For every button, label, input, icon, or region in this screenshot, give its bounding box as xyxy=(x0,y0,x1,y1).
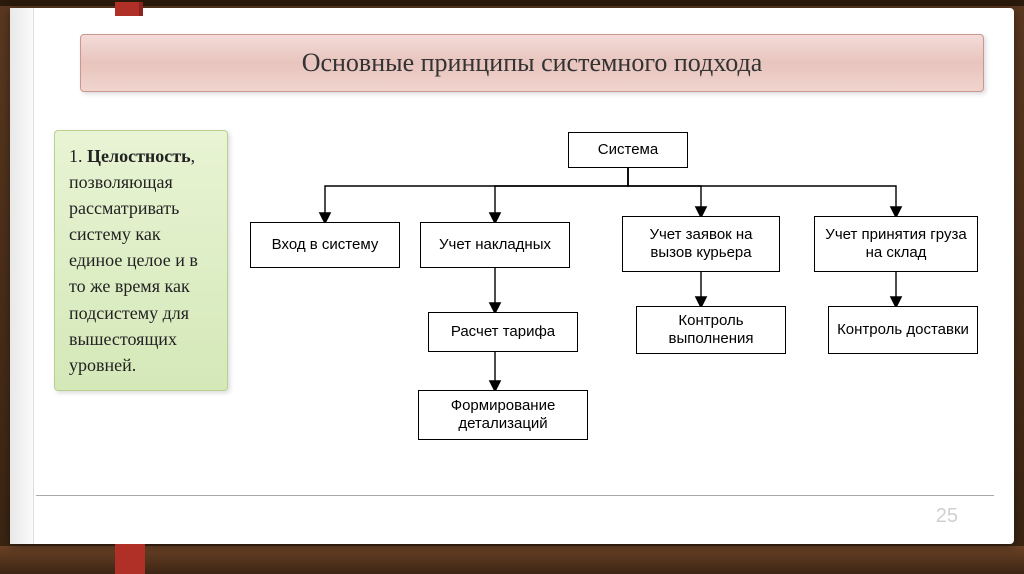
diagram-node-n2: Учет накладных xyxy=(420,222,570,268)
principle-text-box: 1. Целостность, позволяющая рассматриват… xyxy=(54,130,228,391)
wood-bottom-edge xyxy=(0,546,1024,574)
diagram-node-root: Система xyxy=(568,132,688,168)
bookmark-top xyxy=(115,2,143,16)
notebook-page: Основные принципы системного подхода 1. … xyxy=(10,8,1014,544)
diagram-node-n2b: Формирование детализаций xyxy=(418,390,588,440)
slide-title: Основные принципы системного подхода xyxy=(80,34,984,92)
bookmark-bottom xyxy=(115,544,145,574)
principle-number: 1. xyxy=(69,146,87,166)
diagram-node-n2a: Расчет тарифа xyxy=(428,312,578,352)
principle-body: , позволяющая рассматривать систему как … xyxy=(69,146,198,375)
slide-title-text: Основные принципы системного подхода xyxy=(302,48,763,78)
principle-bold: Целостность xyxy=(87,146,191,166)
page-binding-edge xyxy=(10,8,34,544)
diagram-node-n4a: Контроль доставки xyxy=(828,306,978,354)
system-diagram: Система Вход в систему Учет накладных Учет … xyxy=(234,126,994,506)
diagram-node-n1: Вход в систему xyxy=(250,222,400,268)
page-number: 25 xyxy=(936,505,958,528)
footer-divider xyxy=(36,495,994,496)
diagram-node-n4: Учет принятия груза на склад xyxy=(814,216,978,272)
diagram-node-n3: Учет заявок на вызов курьера xyxy=(622,216,780,272)
diagram-node-n3a: Контроль выполнения xyxy=(636,306,786,354)
